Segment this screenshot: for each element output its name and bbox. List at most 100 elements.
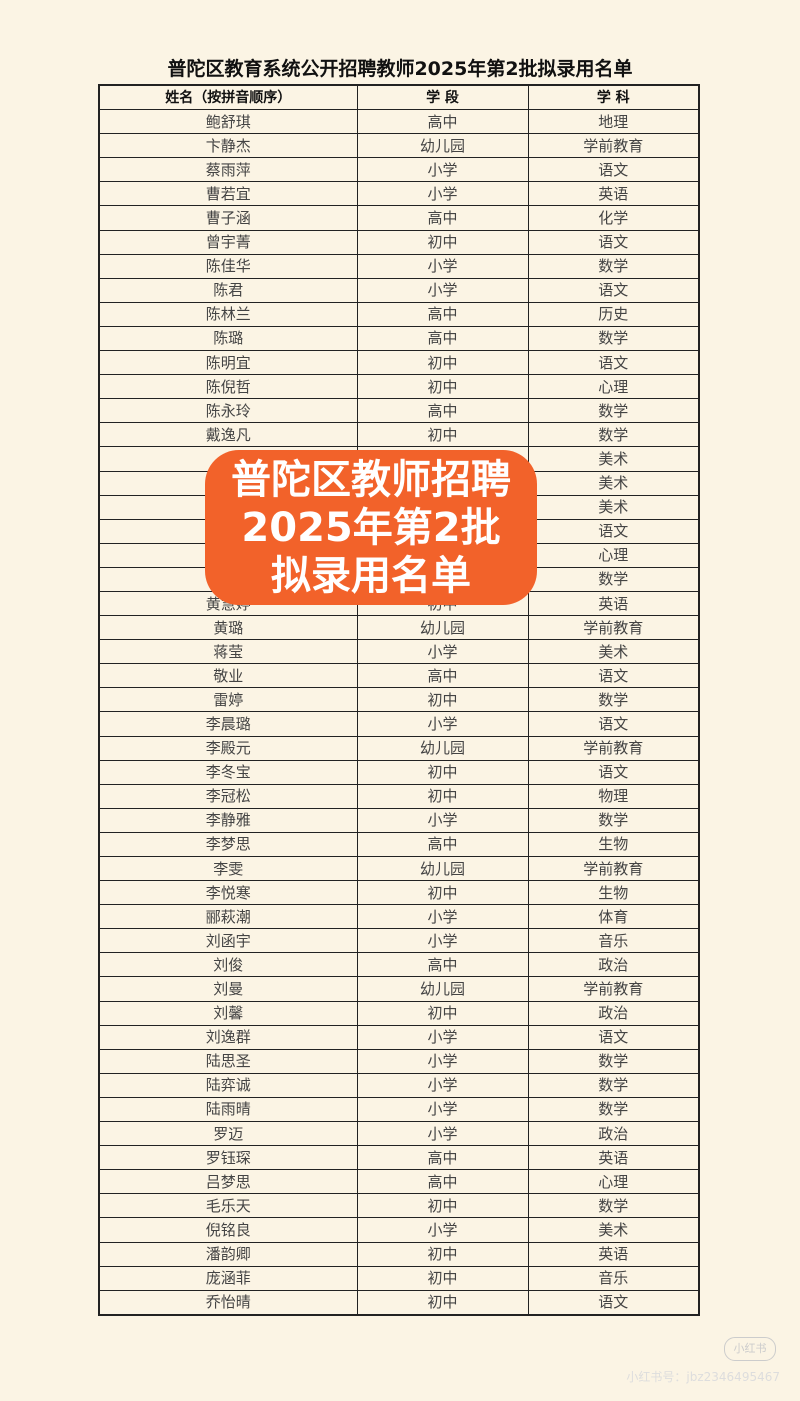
subject-cell: 体育 bbox=[527, 904, 700, 930]
subject-cell: 语文 bbox=[527, 277, 700, 303]
subject-cell: 学前教育 bbox=[527, 976, 700, 1002]
subject-cell: 英语 bbox=[527, 1145, 700, 1171]
cover-badge: 普陀区教师招聘 2025年第2批 拟录用名单 bbox=[205, 450, 537, 605]
subject-cell: 生物 bbox=[527, 831, 700, 858]
header-row: 姓名（按拼音顺序） 学 段 学 科 bbox=[98, 84, 700, 111]
subject-cell: 美术 bbox=[527, 494, 700, 520]
stage-cell: 高中 bbox=[356, 325, 529, 352]
stage-cell: 幼儿园 bbox=[356, 855, 529, 882]
stage-cell: 小学 bbox=[356, 711, 529, 737]
table-row: 李冬宝 初中 语文 bbox=[98, 759, 700, 785]
watermark-id: 小红书号：jbz2346495467 bbox=[626, 1370, 780, 1384]
column-header: 姓名（按拼音顺序） bbox=[98, 84, 358, 111]
stage-cell: 初中 bbox=[356, 422, 529, 448]
table-row: 罗钰琛 高中 英语 bbox=[98, 1145, 700, 1171]
stage-cell: 高中 bbox=[356, 301, 529, 327]
name-cell: 刘馨 bbox=[98, 1000, 358, 1026]
name-cell: 庞涵菲 bbox=[98, 1265, 358, 1291]
name-cell: 雷婷 bbox=[98, 687, 358, 713]
name-cell: 陈璐 bbox=[98, 325, 358, 352]
name-cell: 毛乐天 bbox=[98, 1193, 358, 1219]
stage-cell: 高中 bbox=[356, 109, 529, 135]
stage-cell: 高中 bbox=[356, 663, 529, 689]
table-row: 陆雨晴 小学 数学 bbox=[98, 1096, 700, 1123]
subject-cell: 美术 bbox=[527, 1217, 700, 1243]
stage-cell: 小学 bbox=[356, 639, 529, 665]
subject-cell: 数学 bbox=[527, 325, 700, 352]
name-cell: 鲍舒琪 bbox=[98, 109, 358, 135]
badge-line: 2025年第2批 bbox=[241, 505, 501, 551]
name-cell: 李静雅 bbox=[98, 807, 358, 833]
stage-cell: 初中 bbox=[356, 759, 529, 785]
table-row: 刘曼 幼儿园 学前教育 bbox=[98, 976, 700, 1002]
name-cell: 敬业 bbox=[98, 663, 358, 689]
table-row: 陈倪哲 初中 心理 bbox=[98, 374, 700, 400]
subject-cell: 生物 bbox=[527, 880, 700, 906]
table-row: 蒋莹 小学 美术 bbox=[98, 639, 700, 665]
table-row: 黄璐 幼儿园 学前教育 bbox=[98, 615, 700, 641]
stage-cell: 初中 bbox=[356, 1193, 529, 1219]
stage-cell: 小学 bbox=[356, 157, 529, 183]
subject-cell: 语文 bbox=[527, 157, 700, 183]
stage-cell: 小学 bbox=[356, 1072, 529, 1098]
stage-cell: 高中 bbox=[356, 398, 529, 424]
roster-table: 姓名（按拼音顺序） 学 段 学 科 鲍舒琪 高中 地理 卞静杰 幼儿园 学前教育 蔡雨萍 小学… bbox=[98, 84, 700, 1316]
name-cell: 曹子涵 bbox=[98, 205, 358, 231]
column-header: 学 科 bbox=[527, 84, 700, 111]
stage-cell: 小学 bbox=[356, 928, 529, 954]
name-cell: 陈佳华 bbox=[98, 253, 358, 279]
subject-cell: 数学 bbox=[527, 398, 700, 424]
subject-cell: 语文 bbox=[527, 518, 700, 544]
table-row: 李殿元 幼儿园 学前教育 bbox=[98, 735, 700, 761]
table-row: 鲍舒琪 高中 地理 bbox=[98, 109, 700, 135]
stage-cell: 初中 bbox=[356, 687, 529, 713]
table-row: 陈明宜 初中 语文 bbox=[98, 350, 700, 376]
name-cell: 刘函宇 bbox=[98, 928, 358, 954]
name-cell: 卞静杰 bbox=[98, 133, 358, 159]
stage-cell: 初中 bbox=[356, 229, 529, 255]
name-cell: 陈君 bbox=[98, 277, 358, 303]
table-row: 陈君 小学 语文 bbox=[98, 277, 700, 303]
table-row: 倪铭良 小学 美术 bbox=[98, 1217, 700, 1243]
subject-cell: 音乐 bbox=[527, 928, 700, 954]
doc-title: 普陀区教育系统公开招聘教师2025年第2批拟录用名单 bbox=[167, 58, 633, 80]
name-cell: 罗钰琛 bbox=[98, 1145, 358, 1171]
subject-cell: 语文 bbox=[527, 759, 700, 785]
stage-cell: 幼儿园 bbox=[356, 615, 529, 641]
stage-cell: 幼儿园 bbox=[356, 976, 529, 1002]
subject-cell: 地理 bbox=[527, 109, 700, 135]
name-cell: 陆思圣 bbox=[98, 1048, 358, 1074]
subject-cell: 数学 bbox=[527, 1096, 700, 1123]
table-row: 曾宇菁 初中 语文 bbox=[98, 229, 700, 255]
stage-cell: 初中 bbox=[356, 1000, 529, 1026]
subject-cell: 语文 bbox=[527, 1289, 700, 1316]
table-row: 卞静杰 幼儿园 学前教育 bbox=[98, 133, 700, 159]
subject-cell: 心理 bbox=[527, 1169, 700, 1195]
subject-cell: 心理 bbox=[527, 542, 700, 568]
table-row: 蔡雨萍 小学 语文 bbox=[98, 157, 700, 183]
watermark-badge: 小红书 bbox=[724, 1337, 776, 1361]
table-row: 李雯 幼儿园 学前教育 bbox=[98, 855, 700, 882]
name-cell: 曹若宜 bbox=[98, 181, 358, 207]
stage-cell: 高中 bbox=[356, 952, 529, 978]
table-row: 吕梦思 高中 心理 bbox=[98, 1169, 700, 1195]
table-row: 刘馨 初中 政治 bbox=[98, 1000, 700, 1026]
table-row: 庞涵菲 初中 音乐 bbox=[98, 1265, 700, 1291]
table-row: 潘韵卿 初中 英语 bbox=[98, 1241, 700, 1267]
stage-cell: 幼儿园 bbox=[356, 133, 529, 159]
subject-cell: 数学 bbox=[527, 422, 700, 448]
name-cell: 蒋莹 bbox=[98, 639, 358, 665]
table-row: 陈璐 高中 数学 bbox=[98, 325, 700, 352]
name-cell: 李殿元 bbox=[98, 735, 358, 761]
name-cell: 李梦思 bbox=[98, 831, 358, 858]
subject-cell: 化学 bbox=[527, 205, 700, 231]
subject-cell: 语文 bbox=[527, 1024, 700, 1050]
stage-cell: 初中 bbox=[356, 1289, 529, 1316]
table-row: 李冠松 初中 物理 bbox=[98, 783, 700, 809]
name-cell: 李悦寒 bbox=[98, 880, 358, 906]
table-row: 李晨璐 小学 语文 bbox=[98, 711, 700, 737]
table-row: 刘俊 高中 政治 bbox=[98, 952, 700, 978]
column-header: 学 段 bbox=[356, 84, 529, 111]
stage-cell: 初中 bbox=[356, 1265, 529, 1291]
stage-cell: 小学 bbox=[356, 1048, 529, 1074]
